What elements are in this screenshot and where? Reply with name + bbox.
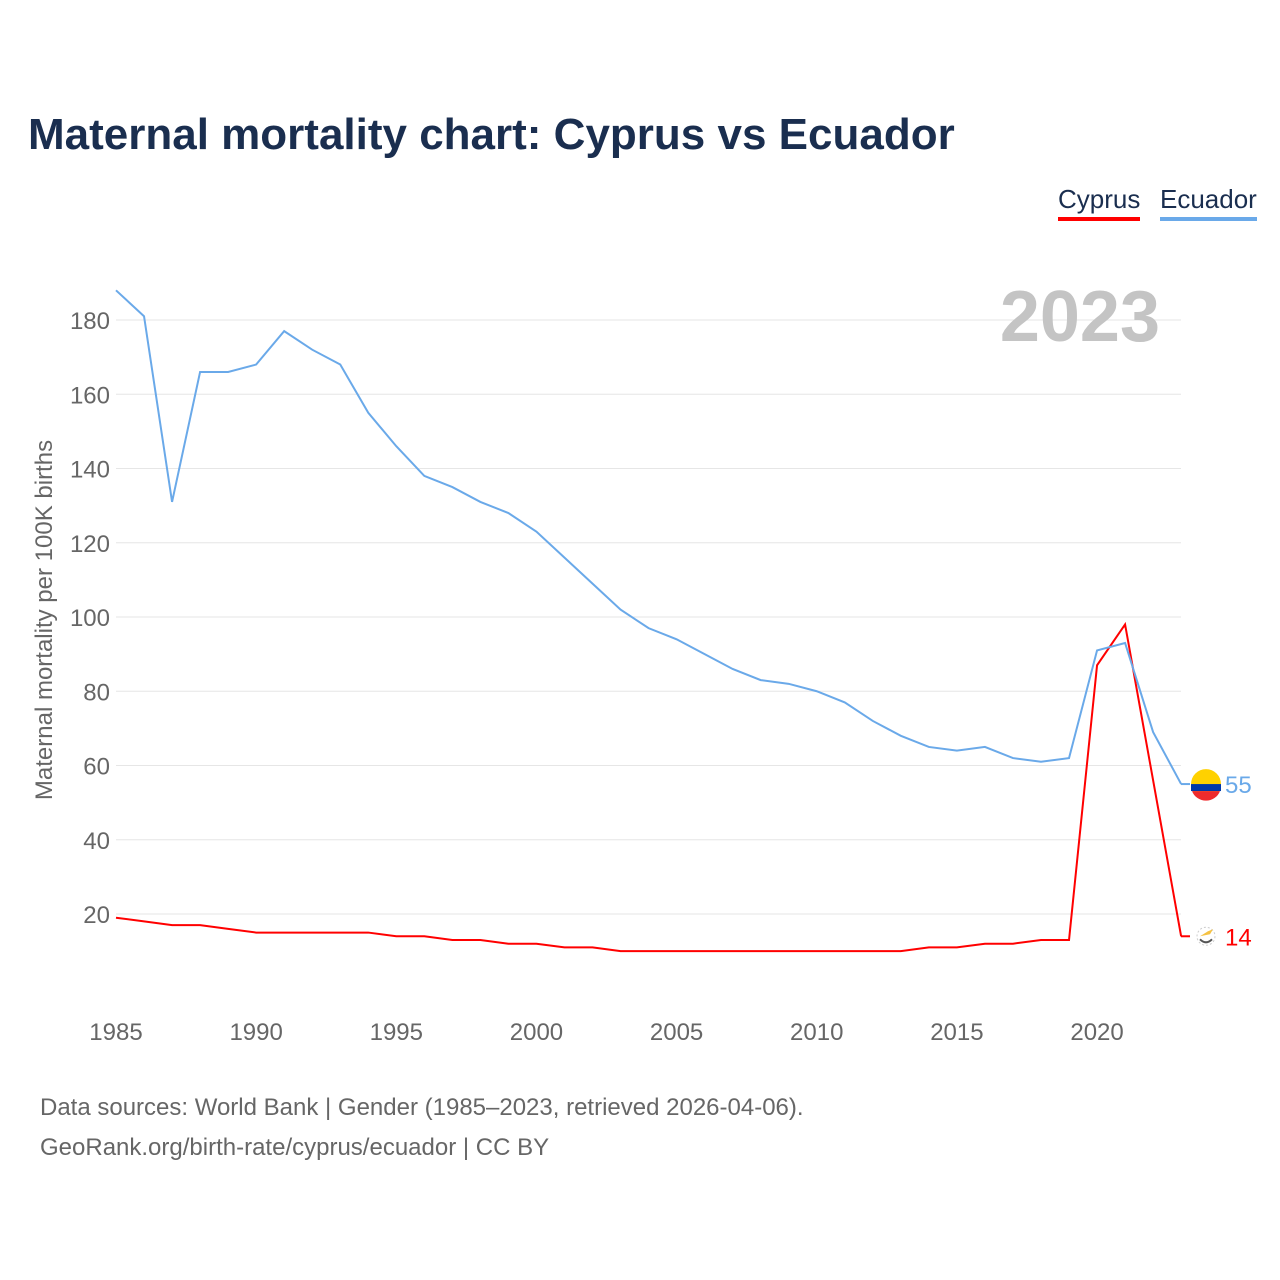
y-tick-label: 40 <box>83 828 110 855</box>
cyprus-flag-branch <box>1199 938 1213 944</box>
y-tick-label: 140 <box>70 457 110 484</box>
y-tick-label: 20 <box>83 902 110 929</box>
y-tick-label: 180 <box>70 308 110 335</box>
legend-ecuador[interactable]: Ecuador <box>1160 184 1257 221</box>
legend-cyprus[interactable]: Cyprus <box>1058 184 1141 221</box>
y-tick-label: 160 <box>70 382 110 409</box>
chart-title: Maternal mortality chart: Cyprus vs Ecua… <box>28 110 955 159</box>
end-value-label: 14 <box>1225 924 1252 951</box>
x-tick-label: 2020 <box>1070 1019 1123 1046</box>
series-line-ecuador <box>115 289 1183 785</box>
x-tick-label: 2010 <box>790 1019 843 1046</box>
x-tick-label: 2000 <box>510 1019 563 1046</box>
series-line-cyprus <box>115 621 1183 953</box>
y-tick-label: 120 <box>70 531 110 558</box>
x-tick-label: 1985 <box>89 1019 142 1046</box>
y-tick-label: 80 <box>83 679 110 706</box>
ecuador-flag-stripe <box>1191 784 1221 792</box>
year-label: 2023 <box>1000 277 1160 357</box>
end-value-label: 55 <box>1225 772 1252 799</box>
attribution-link[interactable]: GeoRank.org/birth-rate/cyprus/ecuador | … <box>40 1134 550 1161</box>
x-tick-label: 2015 <box>930 1019 983 1046</box>
data-source: Data sources: World Bank | Gender (1985–… <box>40 1094 804 1121</box>
y-tick-label: 100 <box>70 605 110 632</box>
y-tick-label: 60 <box>83 754 110 781</box>
cyprus-flag-map <box>1200 929 1213 937</box>
ecuador-flag-stripe <box>1192 791 1220 801</box>
y-axis-label: Maternal mortality per 100K births <box>31 440 58 800</box>
x-tick-label: 1995 <box>370 1019 423 1046</box>
x-tick-label: 2005 <box>650 1019 703 1046</box>
x-tick-label: 1990 <box>229 1019 282 1046</box>
footer: Data sources: World Bank | Gender (1985–… <box>40 1088 804 1168</box>
